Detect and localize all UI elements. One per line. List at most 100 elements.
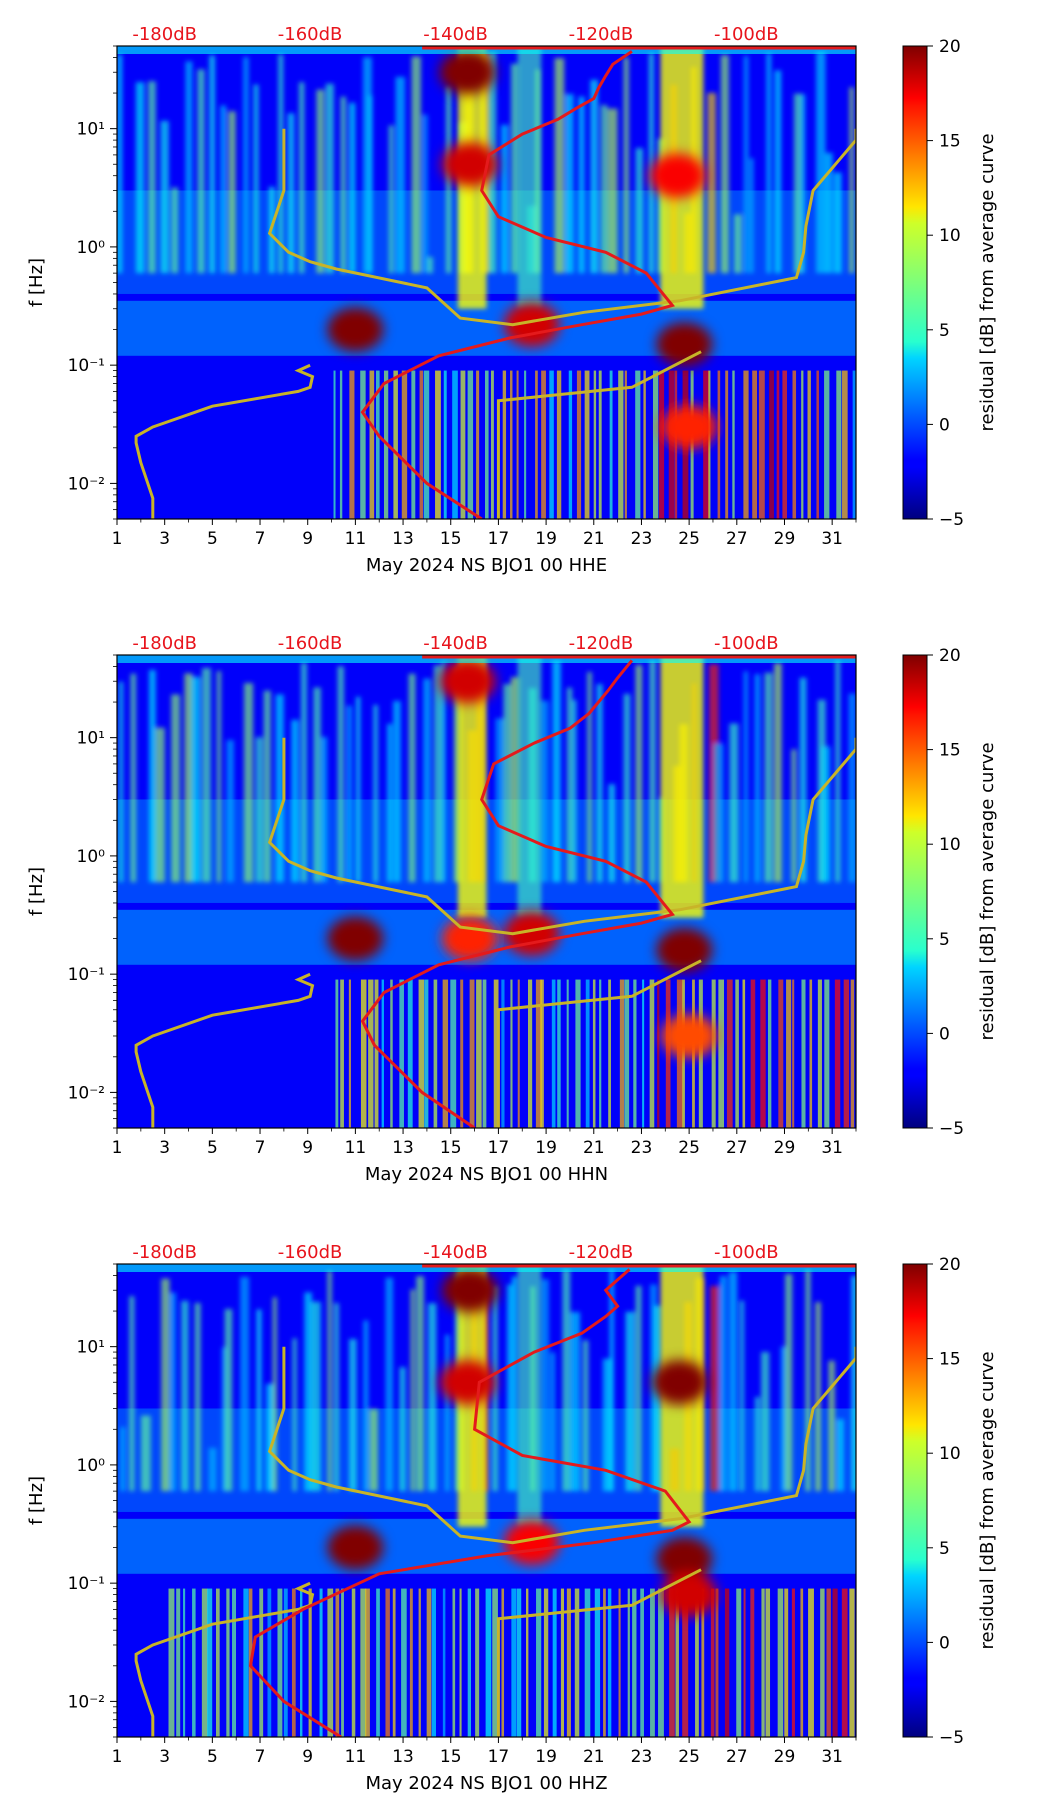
spike — [401, 370, 408, 519]
spike — [476, 370, 480, 519]
spike — [784, 1588, 789, 1737]
streak — [399, 1367, 406, 1492]
streak — [754, 674, 761, 883]
x-tick-label: 11 — [345, 1747, 367, 1767]
streak — [393, 700, 401, 883]
streak — [191, 676, 201, 883]
x-tick-label: 17 — [488, 1747, 510, 1767]
colorbar-tick-label: 10 — [939, 835, 961, 855]
storm-column — [660, 655, 704, 918]
y-tick-label: 10⁻² — [68, 474, 105, 494]
streak — [549, 1352, 556, 1492]
spike — [750, 979, 756, 1128]
noise-model-curve-lower — [134, 363, 315, 519]
spike — [423, 370, 430, 519]
colorbar-tick-label: 5 — [939, 1539, 950, 1559]
x-tick-label: 27 — [726, 1747, 748, 1767]
spike — [492, 1588, 498, 1737]
spike — [267, 1588, 272, 1737]
spike — [843, 979, 850, 1128]
streak — [562, 1269, 571, 1492]
streak — [729, 723, 739, 883]
spike — [365, 1588, 370, 1737]
streak — [565, 94, 574, 274]
streak — [130, 673, 137, 883]
x-tick-label: 13 — [392, 1138, 414, 1158]
spike — [476, 979, 482, 1128]
spike — [633, 979, 637, 1128]
spike — [568, 370, 573, 519]
streak — [851, 1275, 856, 1492]
noise-model-curve — [267, 128, 856, 327]
y-tick-label: 10⁰ — [77, 847, 106, 867]
spike — [374, 979, 379, 1128]
streak — [266, 1383, 275, 1492]
streak — [653, 1305, 663, 1492]
streak — [161, 1278, 170, 1492]
db-scale-label: -100dB — [714, 633, 779, 654]
x-tick-label: 31 — [821, 529, 843, 549]
spike — [442, 979, 449, 1128]
streak — [492, 1286, 498, 1492]
spike — [624, 979, 630, 1128]
spike — [399, 979, 404, 1128]
streak — [774, 70, 782, 274]
streak — [635, 1285, 642, 1492]
streak — [441, 660, 447, 883]
x-tick-label: 9 — [302, 1747, 313, 1767]
spike — [609, 370, 613, 519]
spike — [584, 370, 590, 519]
x-tick-label: 21 — [583, 1747, 605, 1767]
hotspot — [439, 50, 496, 95]
spike — [442, 1588, 446, 1737]
spike — [259, 1588, 264, 1737]
spike — [594, 1588, 601, 1737]
microseism-band — [117, 1518, 856, 1574]
spike — [649, 979, 655, 1128]
spike — [452, 1588, 456, 1737]
storm-column — [517, 46, 542, 309]
x-tick-label: 25 — [678, 529, 700, 549]
spike — [201, 1588, 208, 1737]
colorbar-tick-label: 0 — [939, 1633, 950, 1653]
streak — [221, 1347, 227, 1492]
streak — [445, 86, 452, 274]
spike — [460, 370, 466, 519]
x-tick-label: 17 — [488, 529, 510, 549]
hotspot — [656, 322, 713, 367]
x-tick-label: 15 — [440, 529, 462, 549]
spike — [335, 979, 339, 1128]
streak — [749, 158, 754, 274]
spike — [760, 979, 766, 1128]
spike — [809, 979, 813, 1128]
spike — [791, 1588, 795, 1737]
streak — [278, 54, 284, 274]
streak — [387, 723, 392, 883]
streak — [540, 1279, 549, 1492]
spike — [409, 1588, 413, 1737]
streak — [427, 1303, 437, 1492]
streak — [253, 84, 259, 274]
db-scale-label: -160dB — [278, 633, 343, 654]
streak — [500, 124, 509, 274]
x-tick-label: 25 — [678, 1747, 700, 1767]
spike — [695, 1588, 699, 1737]
x-tick-label: 7 — [255, 529, 266, 549]
spike — [339, 370, 343, 519]
streak — [743, 55, 749, 274]
spike — [327, 1588, 334, 1737]
streak — [728, 1271, 738, 1492]
spike — [642, 979, 645, 1128]
streak — [590, 79, 599, 274]
spike — [543, 1588, 549, 1737]
db-scale-label: -120dB — [569, 24, 634, 45]
streak — [228, 111, 236, 274]
spike — [511, 1588, 517, 1737]
top-strip — [117, 655, 856, 663]
streak — [422, 114, 428, 274]
spike — [584, 1588, 591, 1737]
noise-model-curve-branch — [496, 1568, 702, 1737]
colorbar-tick-label: 0 — [939, 415, 950, 435]
spike — [516, 370, 519, 519]
